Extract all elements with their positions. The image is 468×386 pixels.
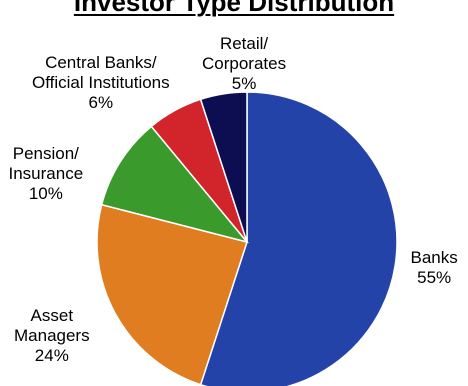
pie-slice-retail-corporates [199,91,248,243]
slice-value-label: 24% [34,346,69,365]
slice-label: Central Banks/Official Institutions 6% [32,53,170,113]
slice-label: Asset Managers 24% [14,306,90,366]
pie-slice-asset-managers [96,203,248,386]
slice-label-line: Pension/ [12,144,79,163]
slice-label-line: Banks [410,248,458,267]
slice-label-line: Central Banks/ [45,53,157,72]
slice-label-line: Corporates [202,54,287,73]
slice-label-line: Retail/ [219,34,269,53]
chart-title: Investor Type Distribution [73,0,395,17]
slice-label-line: Asset [30,306,74,325]
pie-slice-banks [199,91,398,386]
slice-value-label: 5% [231,74,257,93]
slice-value-label: 6% [88,93,114,112]
slice-label: Pension/Insurance 10% [9,144,84,204]
slice-label-line: Official Institutions [32,73,170,92]
slice-value-label: 55% [417,268,452,287]
pie-slice-pension-insurance [100,125,250,244]
slice-label-line: Managers [14,326,90,345]
slice-value-label: 10% [28,184,63,203]
slice-label-line: Insurance [8,164,84,183]
slice-label: Retail/Corporates 5% [202,34,286,94]
slice-label: Banks 55% [411,248,458,288]
